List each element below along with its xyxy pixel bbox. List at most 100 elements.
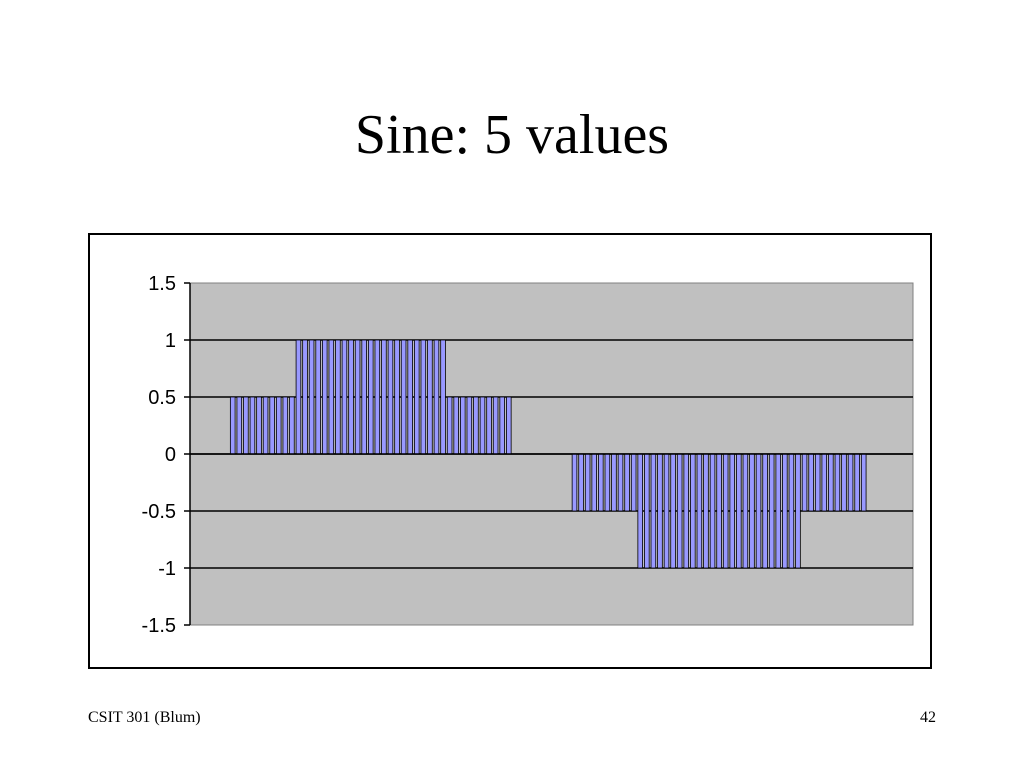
- bar: [440, 339, 446, 455]
- bar: [828, 453, 834, 512]
- y-tick-label: -1.5: [142, 615, 176, 637]
- bar: [348, 339, 354, 455]
- bar: [499, 396, 505, 455]
- bar: [243, 396, 249, 455]
- sine-bar-chart: 1.5 1 0.5 0 -0.5 -1 -1.5: [142, 273, 914, 637]
- bar: [446, 396, 453, 455]
- page-number: 42: [920, 709, 936, 726]
- bar: [486, 396, 492, 455]
- bar: [742, 453, 749, 569]
- bar: [321, 339, 328, 455]
- bar: [644, 453, 650, 569]
- bar: [407, 339, 413, 455]
- bar: [282, 396, 289, 455]
- bar: [591, 453, 597, 512]
- bar: [249, 396, 256, 455]
- bar: [256, 396, 262, 455]
- bar: [308, 339, 315, 455]
- y-tick-label: 0.5: [148, 387, 176, 409]
- y-tick-label: -0.5: [142, 501, 176, 523]
- bar: [341, 339, 348, 455]
- bar: [716, 453, 722, 569]
- bar: [427, 339, 433, 455]
- y-tick-label: 1: [165, 330, 176, 352]
- bar: [328, 339, 335, 455]
- bar: [506, 396, 512, 455]
- bar: [400, 339, 407, 455]
- footer-course-label: CSIT 301 (Blum): [88, 709, 201, 726]
- bar: [762, 453, 768, 569]
- bar: [584, 453, 591, 512]
- bar: [749, 453, 755, 569]
- bar: [236, 396, 243, 455]
- chart-frame: 1.5 1 0.5 0 -0.5 -1 -1.5: [88, 233, 932, 669]
- bar: [709, 453, 716, 569]
- bar: [821, 453, 828, 512]
- bar: [289, 396, 295, 455]
- bar: [394, 339, 400, 455]
- bar: [571, 453, 578, 512]
- bar: [834, 453, 841, 512]
- bar: [354, 339, 361, 455]
- bar: [703, 453, 709, 569]
- bar: [302, 339, 308, 455]
- bar: [598, 453, 604, 512]
- bar: [847, 453, 854, 512]
- y-tick-label: -1: [158, 558, 176, 580]
- bar: [413, 339, 420, 455]
- bar: [492, 396, 499, 455]
- bar: [722, 453, 729, 569]
- bar: [367, 339, 374, 455]
- bar: [696, 453, 703, 569]
- bar: [453, 396, 459, 455]
- bar: [381, 339, 387, 455]
- y-tick-label: 1.5: [148, 273, 176, 295]
- bar: [683, 453, 690, 569]
- bar: [860, 453, 867, 512]
- bar: [295, 339, 302, 455]
- y-tick-label: 0: [165, 444, 176, 466]
- bar: [275, 396, 282, 455]
- bar: [269, 396, 275, 455]
- bar: [374, 339, 381, 455]
- bar: [729, 453, 736, 569]
- bar: [663, 453, 670, 569]
- bar: [578, 453, 584, 512]
- bar: [433, 339, 440, 455]
- bar: [670, 453, 676, 569]
- bar: [262, 396, 269, 455]
- bar: [736, 453, 742, 569]
- bar: [420, 339, 427, 455]
- bar: [630, 453, 637, 512]
- bar: [755, 453, 762, 569]
- bar: [782, 453, 788, 569]
- slide-title: Sine: 5 values: [354, 104, 670, 166]
- bar: [768, 453, 775, 569]
- bar: [854, 453, 860, 512]
- bar: [473, 396, 479, 455]
- bar: [814, 453, 821, 512]
- bar: [335, 339, 341, 455]
- bar: [479, 396, 486, 455]
- bar: [315, 339, 321, 455]
- bar: [387, 339, 394, 455]
- bar: [637, 453, 643, 569]
- bar: [229, 396, 236, 455]
- bar: [650, 453, 657, 569]
- bar: [617, 453, 624, 512]
- bar: [788, 453, 795, 569]
- bar: [841, 453, 847, 512]
- bar: [611, 453, 617, 512]
- bar: [466, 396, 473, 455]
- bar: [801, 453, 808, 512]
- bar: [624, 453, 630, 512]
- bar: [604, 453, 611, 512]
- bar: [690, 453, 696, 569]
- bar: [361, 339, 367, 455]
- bar: [775, 453, 782, 569]
- bar: [808, 453, 814, 512]
- bar: [795, 453, 801, 569]
- bar: [676, 453, 683, 569]
- bar: [460, 396, 466, 455]
- bar: [657, 453, 663, 569]
